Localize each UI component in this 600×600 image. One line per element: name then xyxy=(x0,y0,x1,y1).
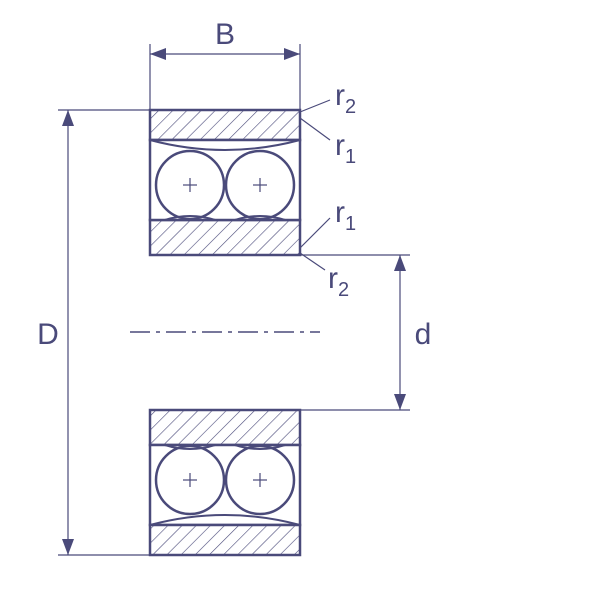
radius-labels-outer: r2 r1 xyxy=(300,79,356,168)
label-r1-outer: r1 xyxy=(335,129,356,168)
outer-ring-lower xyxy=(150,525,300,555)
label-r2-inner: r2 xyxy=(328,262,349,301)
label-B: B xyxy=(215,18,235,51)
label-r1-inner: r1 xyxy=(335,196,356,235)
label-d: d xyxy=(415,318,432,351)
label-D: D xyxy=(37,318,59,351)
outer-ring-upper xyxy=(150,110,300,140)
inner-ring-upper xyxy=(150,220,300,255)
radius-labels-inner: r1 r2 xyxy=(300,196,356,301)
inner-ring-lower xyxy=(150,410,300,445)
bearing-cross-section-diagram: D d B r2 r1 r1 r2 xyxy=(0,0,600,600)
lower-section xyxy=(150,410,300,555)
dimension-B: B xyxy=(150,18,300,110)
label-r2-outer: r2 xyxy=(335,79,356,118)
upper-section xyxy=(150,110,300,255)
